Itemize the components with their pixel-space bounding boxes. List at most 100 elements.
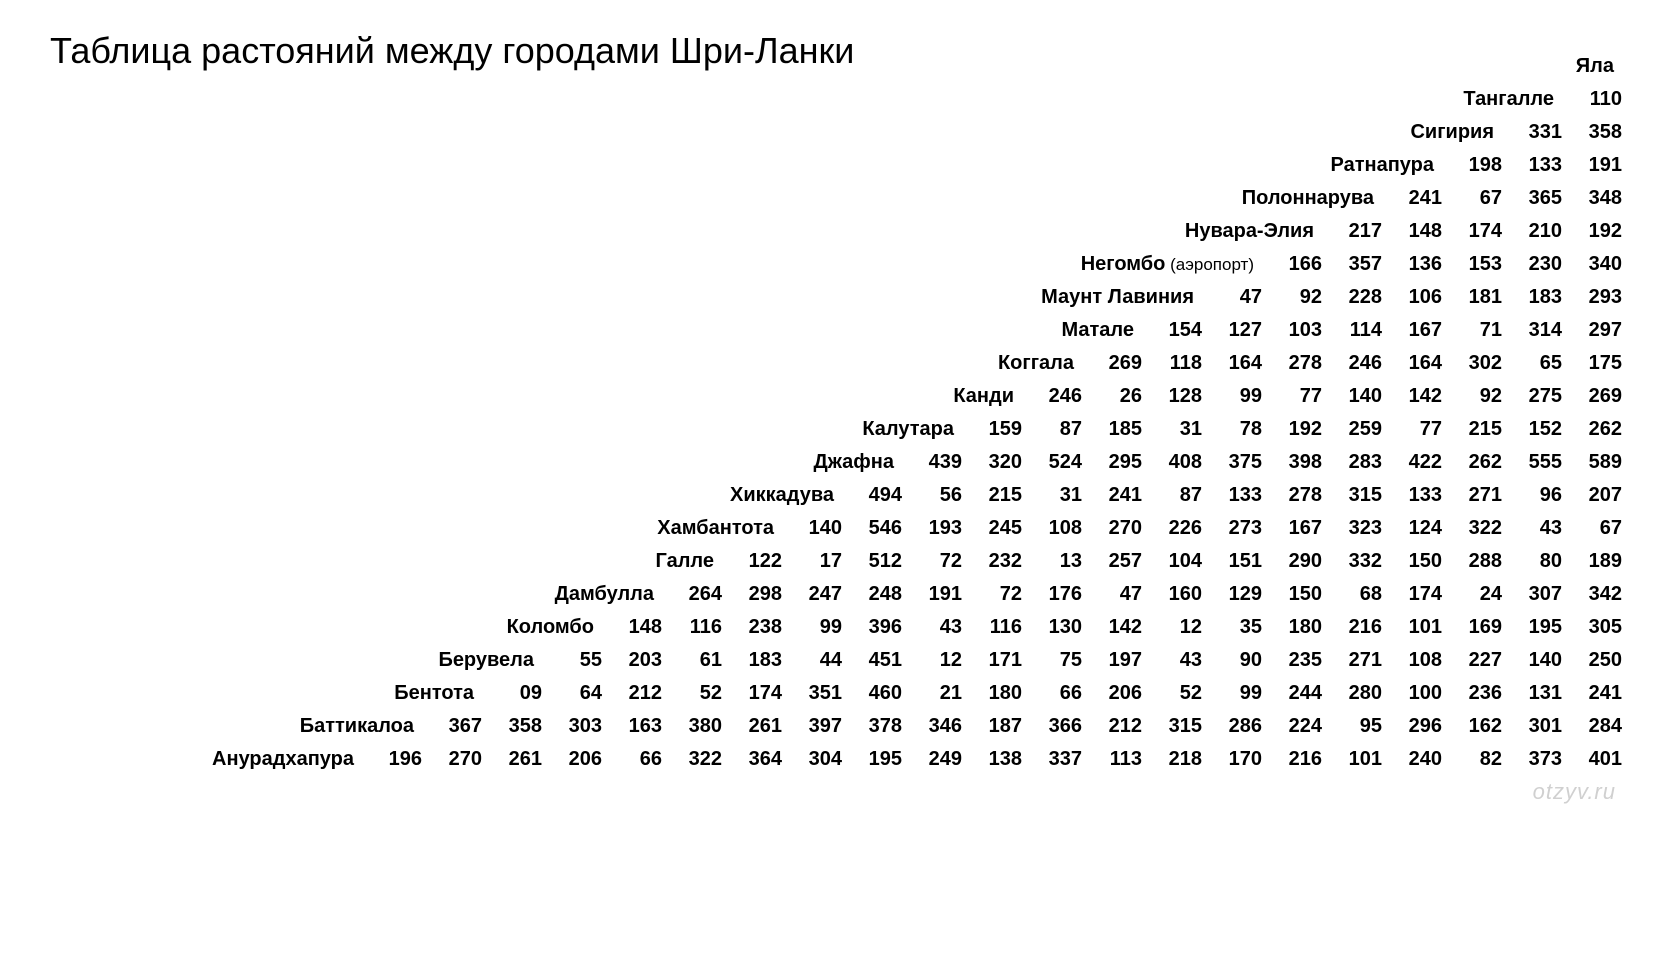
distance-cell: 303 [546, 710, 606, 743]
city-label: Маунт Лавиния [1041, 281, 1206, 314]
distance-cell: 174 [1446, 215, 1506, 248]
distance-cell: 191 [1566, 149, 1626, 182]
distance-cell: 293 [1566, 281, 1626, 314]
city-label: Бентота [394, 677, 486, 710]
distance-cell: 236 [1446, 677, 1506, 710]
distance-cell: 378 [846, 710, 906, 743]
distance-cell: 77 [1266, 380, 1326, 413]
distance-cell: 524 [1026, 446, 1086, 479]
distance-cell: 140 [1506, 644, 1566, 677]
distance-cell: 364 [726, 743, 786, 776]
distance-cell: 322 [1446, 512, 1506, 545]
watermark: otzyv.ru [1533, 779, 1616, 805]
table-row: Маунт Лавиния4792228106181183293 [212, 281, 1626, 314]
distance-cell: 56 [906, 479, 966, 512]
distance-cell: 150 [1266, 578, 1326, 611]
distance-cell: 185 [1086, 413, 1146, 446]
city-label: Нувара-Элия [1185, 215, 1326, 248]
table-row: Полоннарува24167365348 [212, 182, 1626, 215]
distance-cell: 298 [726, 578, 786, 611]
distance-cell: 373 [1506, 743, 1566, 776]
distance-cell: 546 [846, 512, 906, 545]
table-row: Матале15412710311416771314297 [212, 314, 1626, 347]
distance-cell: 192 [1566, 215, 1626, 248]
city-label: Хамбантота [657, 512, 786, 545]
distance-cell: 96 [1506, 479, 1566, 512]
distance-cell: 304 [786, 743, 846, 776]
page: Таблица растояний между городами Шри-Лан… [0, 0, 1666, 960]
distance-cell: 250 [1566, 644, 1626, 677]
distance-cell: 284 [1566, 710, 1626, 743]
distance-cell: 90 [1206, 644, 1266, 677]
distance-cell: 142 [1386, 380, 1446, 413]
distance-cell: 154 [1146, 314, 1206, 347]
distance-cell: 140 [786, 512, 846, 545]
distance-cell: 26 [1086, 380, 1146, 413]
distance-cell: 92 [1266, 281, 1326, 314]
distance-cell: 245 [966, 512, 1026, 545]
distance-cell: 92 [1446, 380, 1506, 413]
table-row: Ратнапура198133191 [212, 149, 1626, 182]
distance-cell: 262 [1566, 413, 1626, 446]
distance-matrix: ЯлаТангалле110Сигирия331358Ратнапура1981… [212, 50, 1626, 776]
distance-cell: 113 [1086, 743, 1146, 776]
distance-cell: 164 [1386, 347, 1446, 380]
distance-cell: 100 [1386, 677, 1446, 710]
distance-cell: 99 [1206, 380, 1266, 413]
distance-cell: 52 [666, 677, 726, 710]
distance-cell: 322 [666, 743, 726, 776]
distance-cell: 124 [1386, 512, 1446, 545]
table-row: Джафна4393205242954083753982834222625555… [212, 446, 1626, 479]
distance-cell: 189 [1566, 545, 1626, 578]
distance-cell: 99 [786, 611, 846, 644]
distance-cell: 314 [1506, 314, 1566, 347]
distance-cell: 244 [1266, 677, 1326, 710]
distance-cell: 43 [906, 611, 966, 644]
distance-cell: 264 [666, 578, 726, 611]
distance-cell: 192 [1266, 413, 1326, 446]
distance-cell: 87 [1026, 413, 1086, 446]
distance-cell: 367 [426, 710, 486, 743]
distance-cell: 65 [1506, 347, 1566, 380]
distance-cell: 460 [846, 677, 906, 710]
city-label: Ратнапура [1331, 149, 1446, 182]
distance-cell: 375 [1206, 446, 1266, 479]
distance-cell: 151 [1206, 545, 1266, 578]
distance-cell: 75 [1026, 644, 1086, 677]
distance-cell: 95 [1326, 710, 1386, 743]
distance-cell: 241 [1086, 479, 1146, 512]
table-row: Анурадхапура1962702612066632236430419524… [212, 743, 1626, 776]
city-label: Джафна [814, 446, 907, 479]
table-row: Нувара-Элия217148174210192 [212, 215, 1626, 248]
distance-cell: 215 [966, 479, 1026, 512]
table-row: Сигирия331358 [212, 116, 1626, 149]
distance-cell: 131 [1506, 677, 1566, 710]
distance-cell: 286 [1206, 710, 1266, 743]
table-row: Канди24626128997714014292275269 [212, 380, 1626, 413]
distance-cell: 269 [1566, 380, 1626, 413]
city-label: Полоннарува [1242, 182, 1386, 215]
distance-cell: 12 [906, 644, 966, 677]
distance-cell: 246 [1026, 380, 1086, 413]
distance-cell: 61 [666, 644, 726, 677]
distance-cell: 451 [846, 644, 906, 677]
distance-cell: 103 [1266, 314, 1326, 347]
distance-cell: 238 [726, 611, 786, 644]
distance-cell: 270 [426, 743, 486, 776]
distance-cell: 47 [1086, 578, 1146, 611]
distance-cell: 108 [1026, 512, 1086, 545]
distance-cell: 116 [666, 611, 726, 644]
distance-cell: 114 [1326, 314, 1386, 347]
distance-cell: 116 [966, 611, 1026, 644]
distance-cell: 104 [1146, 545, 1206, 578]
distance-cell: 110 [1566, 83, 1626, 116]
distance-cell: 248 [846, 578, 906, 611]
distance-cell: 207 [1566, 479, 1626, 512]
city-label: Галле [656, 545, 726, 578]
distance-cell: 133 [1206, 479, 1266, 512]
city-label: Коломбо [507, 611, 606, 644]
distance-cell: 215 [1446, 413, 1506, 446]
distance-cell: 24 [1446, 578, 1506, 611]
distance-cell: 269 [1086, 347, 1146, 380]
distance-cell: 195 [1506, 611, 1566, 644]
